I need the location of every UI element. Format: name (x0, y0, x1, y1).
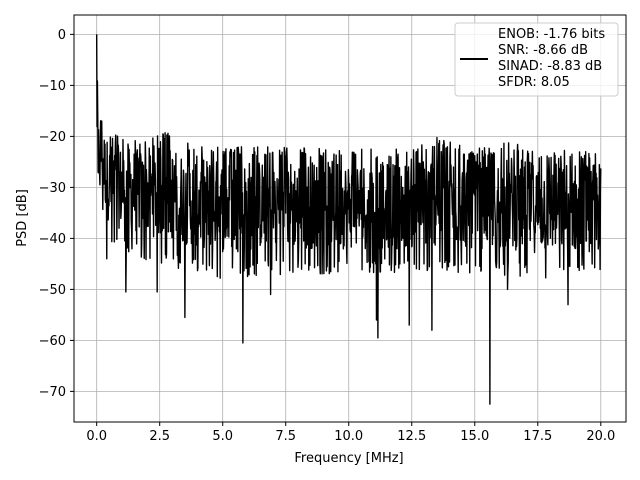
x-tick-label: 15.0 (460, 429, 489, 444)
y-tick-label: −70 (39, 385, 66, 400)
y-tick-label: −40 (39, 232, 66, 247)
legend-sinad: SINAD: -8.83 dB (498, 59, 602, 74)
y-tick-label: −60 (39, 334, 66, 349)
x-tick-label: 2.5 (149, 429, 170, 444)
legend-enob: ENOB: -1.76 bits (498, 27, 605, 42)
x-tick-label: 17.5 (523, 429, 552, 444)
x-tick-label: 20.0 (586, 429, 615, 444)
x-tick-label: 5.0 (212, 429, 233, 444)
legend-box (454, 22, 619, 97)
legend: ENOB: -1.76 bits SNR: -8.66 dB SINAD: -8… (454, 22, 619, 97)
legend-snr: SNR: -8.66 dB (498, 43, 588, 58)
y-tick-label: 0 (58, 28, 66, 43)
y-axis-label: PSD [dB] (15, 189, 30, 247)
x-tick-label: 12.5 (397, 429, 426, 444)
x-tick-label: 10.0 (334, 429, 363, 444)
plot-area-frame (73, 14, 627, 423)
x-tick-label: 0.0 (86, 429, 107, 444)
x-tick-label: 7.5 (275, 429, 296, 444)
y-tick-label: −30 (39, 181, 66, 196)
y-tick-label: −20 (39, 130, 66, 145)
psd-series (95, 34, 602, 405)
x-axis-label: Frequency [MHz] (294, 451, 403, 466)
axis-ticks: 0.0 2.5 5.0 7.5 10.0 12.5 15.0 17.5 20.0 0 −10 −20 −… (39, 28, 616, 444)
psd-series-line (95, 34, 602, 405)
y-tick-label: −10 (39, 79, 66, 94)
legend-sfdr: SFDR: 8.05 (498, 75, 570, 90)
y-tick-label: −50 (39, 283, 66, 298)
